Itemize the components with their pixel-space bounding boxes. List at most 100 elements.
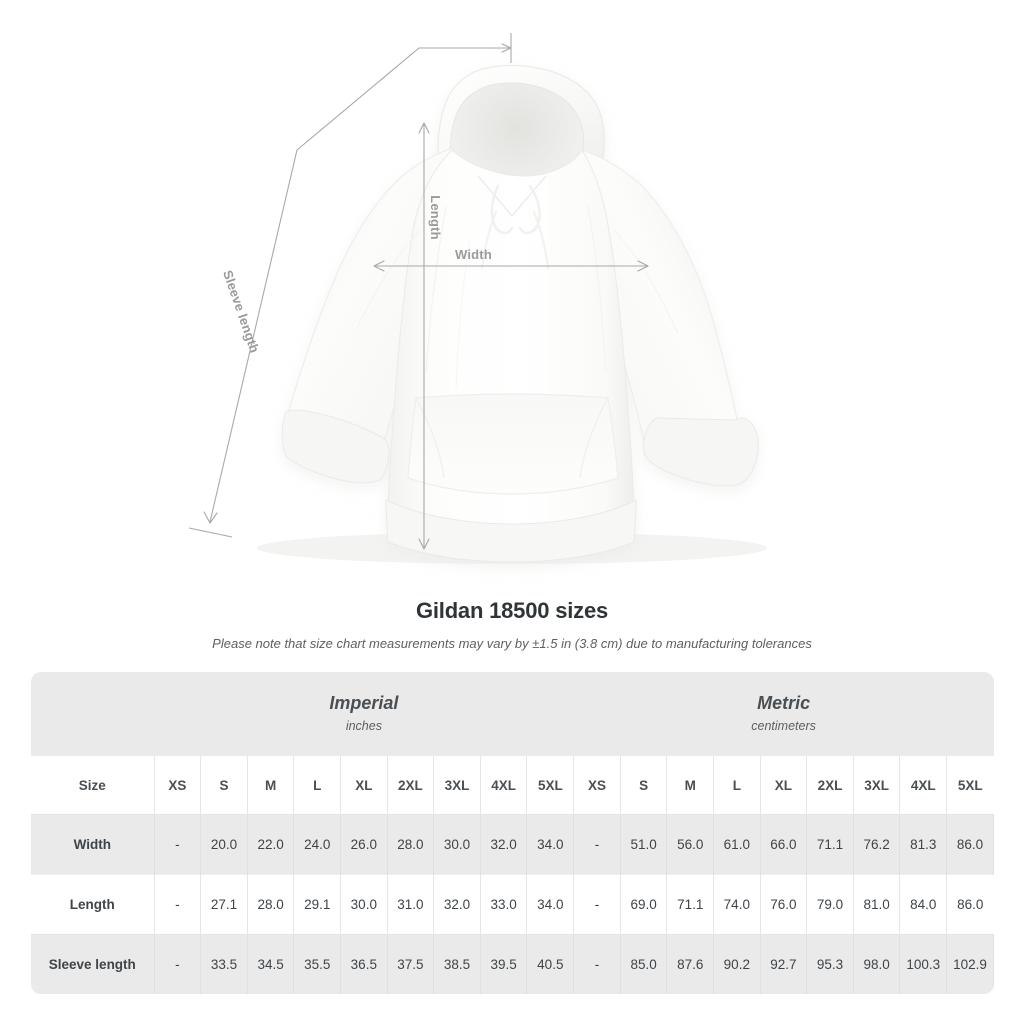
cell-width-imperial-2xl: 28.0 — [387, 814, 435, 875]
cell-sleeve-length-metric-4xl: 100.3 — [899, 934, 948, 994]
cell-width-imperial-5xl: 34.0 — [526, 814, 575, 875]
size-header-metric-xs: XS — [573, 756, 621, 815]
cell-length-imperial-2xl: 31.0 — [387, 874, 435, 935]
measurement-labels: Sleeve length Length Width — [220, 195, 492, 355]
cell-sleeve-length-metric-xs: - — [573, 934, 621, 994]
unit-group-imperial-name: Imperial — [329, 693, 399, 714]
cell-length-imperial-3xl: 32.0 — [433, 874, 481, 935]
cell-width-metric-2xl: 71.1 — [806, 814, 854, 875]
cell-length-metric-3xl: 81.0 — [853, 874, 901, 935]
size-header-imperial-3xl: 3XL — [433, 756, 481, 815]
garment-diagram: Sleeve length Length Width — [188, 33, 767, 564]
row-label-width: Width — [31, 814, 155, 875]
cell-sleeve-length-imperial-5xl: 40.5 — [526, 934, 575, 994]
tolerance-disclaimer: Please note that size chart measurements… — [212, 636, 812, 651]
cell-width-imperial-m: 22.0 — [247, 814, 295, 875]
cell-length-metric-2xl: 79.0 — [806, 874, 854, 935]
cell-length-metric-xs: - — [573, 874, 621, 935]
size-header-imperial-5xl: 5XL — [526, 756, 575, 815]
cell-sleeve-length-imperial-m: 34.5 — [247, 934, 295, 994]
row-label-sleeve-length: Sleeve length — [31, 934, 155, 994]
cell-length-metric-l: 74.0 — [713, 874, 761, 935]
cell-width-imperial-xl: 26.0 — [340, 814, 388, 875]
cell-width-imperial-l: 24.0 — [293, 814, 342, 875]
cell-sleeve-length-metric-l: 90.2 — [713, 934, 761, 994]
size-header-metric-l: L — [713, 756, 761, 815]
cell-sleeve-length-imperial-l: 35.5 — [293, 934, 342, 994]
unit-group-metric: Metric centimeters — [573, 672, 994, 756]
cell-sleeve-length-imperial-4xl: 39.5 — [480, 934, 528, 994]
cell-width-metric-4xl: 81.3 — [899, 814, 948, 875]
size-column-header: Size — [31, 756, 155, 815]
size-header-imperial-xs: XS — [154, 756, 202, 815]
cell-width-metric-m: 56.0 — [666, 814, 715, 875]
cell-sleeve-length-imperial-3xl: 38.5 — [433, 934, 481, 994]
cell-sleeve-length-metric-m: 87.6 — [666, 934, 715, 994]
size-header-metric-m: M — [666, 756, 715, 815]
hoodie-illustration — [188, 33, 767, 564]
size-header-imperial-l: L — [293, 756, 342, 815]
size-header-imperial-4xl: 4XL — [480, 756, 528, 815]
cell-sleeve-length-metric-3xl: 98.0 — [853, 934, 901, 994]
cell-length-imperial-s: 27.1 — [200, 874, 248, 935]
cell-width-imperial-4xl: 32.0 — [480, 814, 528, 875]
cell-length-metric-xl: 76.0 — [760, 874, 808, 935]
table-row: Width -20.0 22.0 24.0 26.0 28.0 30.0 32.0 34.0-5… — [31, 814, 994, 875]
size-chart-table: Imperial inches Metric centimeters Size X… — [31, 672, 994, 994]
size-header-metric-2xl: 2XL — [806, 756, 854, 815]
unit-group-imperial-sub: inches — [345, 718, 382, 733]
size-header-imperial-xl: XL — [340, 756, 388, 815]
cell-sleeve-length-metric-s: 85.0 — [620, 934, 668, 994]
cell-width-imperial-xs: - — [154, 814, 202, 875]
cell-sleeve-length-metric-2xl: 95.3 — [806, 934, 854, 994]
size-chart-body: Width -20.0 22.0 24.0 26.0 28.0 30.0 32.0 34.0-5… — [31, 814, 994, 994]
size-header-imperial-m: M — [247, 756, 295, 815]
size-header-metric-3xl: 3XL — [853, 756, 901, 815]
size-header-imperial-2xl: 2XL — [387, 756, 435, 815]
cell-length-imperial-4xl: 33.0 — [480, 874, 528, 935]
width-measure-label: Width — [455, 247, 492, 262]
length-measure-label: Length — [427, 195, 443, 240]
table-corner-cell — [31, 672, 155, 756]
size-header-row: Size XS S M L XL 2XL 3XL 4XL 5XL XS S M L XL 2XL 3XL 4XL 5… — [31, 756, 994, 815]
cell-sleeve-length-imperial-2xl: 37.5 — [387, 934, 435, 994]
size-header-metric-s: S — [620, 756, 668, 815]
unit-group-metric-sub: centimeters — [751, 718, 816, 733]
cell-width-metric-5xl: 86.0 — [946, 814, 994, 875]
cell-width-imperial-3xl: 30.0 — [433, 814, 481, 875]
cell-length-imperial-5xl: 34.0 — [526, 874, 575, 935]
cell-sleeve-length-metric-5xl: 102.9 — [946, 934, 994, 994]
cell-width-metric-xs: - — [573, 814, 621, 875]
size-header-metric-xl: XL — [760, 756, 808, 815]
cell-width-metric-l: 61.0 — [713, 814, 761, 875]
cell-sleeve-length-imperial-s: 33.5 — [200, 934, 248, 994]
title-block: Gildan 18500 sizes Please note that size… — [0, 598, 1024, 651]
cell-sleeve-length-imperial-xl: 36.5 — [340, 934, 388, 994]
size-chart-table-container: Imperial inches Metric centimeters Size X… — [31, 672, 994, 994]
cell-length-imperial-m: 28.0 — [247, 874, 295, 935]
measurement-arrows — [188, 33, 649, 550]
cell-width-metric-3xl: 76.2 — [853, 814, 901, 875]
cell-width-metric-s: 51.0 — [620, 814, 668, 875]
cell-length-imperial-xs: - — [154, 874, 202, 935]
cell-length-metric-s: 69.0 — [620, 874, 668, 935]
cell-sleeve-length-metric-xl: 92.7 — [760, 934, 808, 994]
cell-width-metric-xl: 66.0 — [760, 814, 808, 875]
cell-width-imperial-s: 20.0 — [200, 814, 248, 875]
table-row: Sleeve length -33.5 34.5 35.5 36.5 37.5 38.5 39… — [31, 934, 994, 994]
sleeve-length-measure-label: Sleeve length — [220, 268, 263, 355]
cell-sleeve-length-imperial-xs: - — [154, 934, 202, 994]
unit-group-header-row: Imperial inches Metric centimeters — [31, 672, 994, 756]
unit-group-imperial: Imperial inches — [154, 672, 574, 756]
row-label-length: Length — [31, 874, 155, 935]
cell-length-metric-4xl: 84.0 — [899, 874, 948, 935]
size-header-metric-5xl: 5XL — [946, 756, 994, 815]
table-row: Length -27.1 28.0 29.1 30.0 31.0 32.0 33.0 34.0-… — [31, 874, 994, 935]
cell-length-imperial-xl: 30.0 — [340, 874, 388, 935]
size-header-metric-4xl: 4XL — [899, 756, 948, 815]
cell-length-imperial-l: 29.1 — [293, 874, 342, 935]
cell-length-metric-5xl: 86.0 — [946, 874, 994, 935]
page-title: Gildan 18500 sizes — [415, 598, 609, 623]
size-header-imperial-s: S — [200, 756, 248, 815]
cell-length-metric-m: 71.1 — [666, 874, 715, 935]
